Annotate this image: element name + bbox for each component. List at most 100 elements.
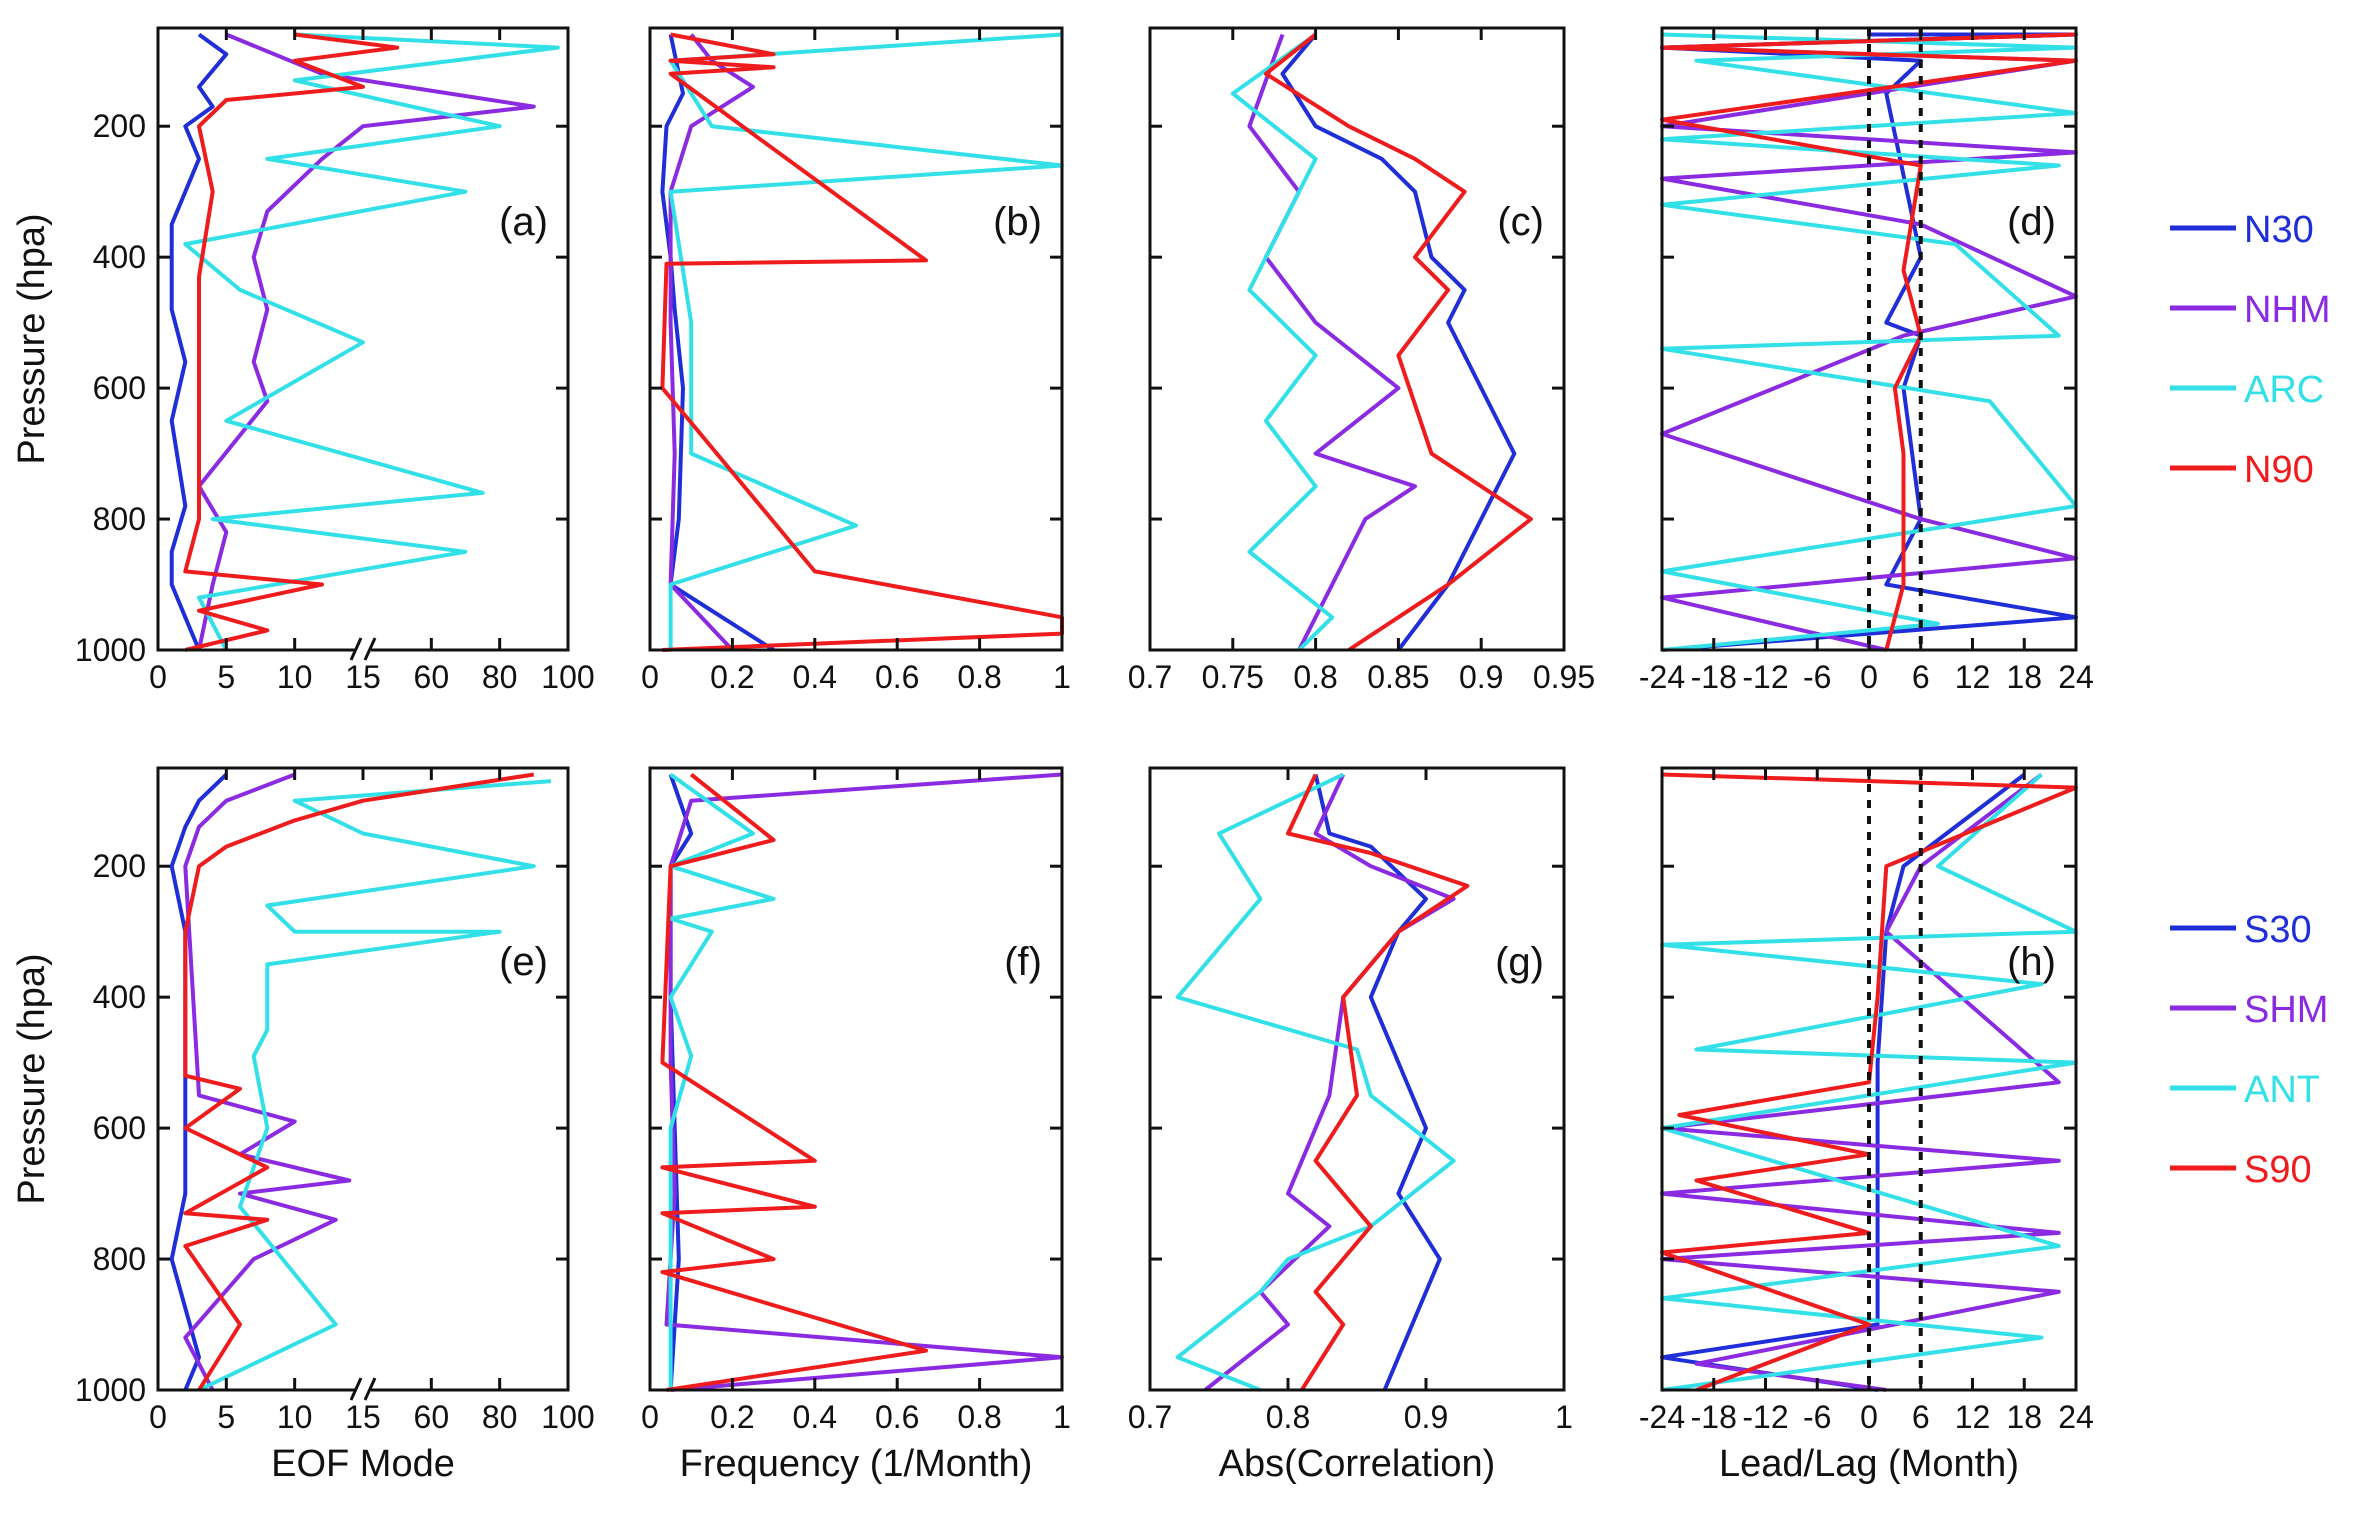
series-line-s90	[183, 772, 535, 1392]
panel-f: 0 0.2 0.4 0.6 0.8 1 (f) Frequency (1/Month)	[641, 766, 1071, 1485]
x-tick-label: 15	[345, 659, 381, 695]
legend-label: N90	[2244, 449, 2314, 491]
series-line-n30	[1280, 33, 1517, 652]
y-tick-label: 200	[93, 848, 146, 884]
panel-b: 0 0.2 0.4 0.6 0.8 1 (b)	[641, 26, 1071, 695]
panel-label: (c)	[1497, 200, 1544, 244]
panel-label: (b)	[993, 200, 1042, 244]
series-line-n90	[183, 32, 400, 652]
series-line-s30	[1313, 774, 1442, 1391]
x-tick-label: -24	[1639, 1399, 1685, 1435]
axis-break-mark	[363, 637, 377, 661]
x-tick-label: -24	[1639, 659, 1685, 695]
x-tick-label: 24	[2058, 1399, 2094, 1435]
x-tick-label: -6	[1803, 1399, 1831, 1435]
x-tick-label: 5	[217, 1399, 235, 1435]
x-tick-label: -12	[1742, 659, 1788, 695]
series-line-arc	[1230, 32, 1335, 652]
x-tick-label: 0	[1860, 659, 1878, 695]
y-tick-label: 1000	[75, 632, 146, 668]
series-line-nhm	[197, 32, 536, 651]
x-tick-label: -12	[1742, 1399, 1788, 1435]
series-line-s30	[1660, 772, 2026, 1392]
series-line-n30	[169, 32, 229, 651]
series-line-n90	[1263, 32, 1533, 652]
x-tick-label: 0.6	[875, 1399, 919, 1435]
x-axis-label: Abs(Correlation)	[1219, 1443, 1496, 1485]
x-axis-label: Lead/Lag (Month)	[1719, 1443, 2019, 1485]
x-tick-label: 0.7	[1128, 659, 1172, 695]
x-tick-label: 60	[414, 659, 450, 695]
legend-label: N30	[2244, 209, 2314, 251]
x-tick-label: 0.75	[1202, 659, 1264, 695]
y-tick-label: 400	[93, 239, 146, 275]
panel-c: 0.7 0.75 0.8 0.85 0.9 0.95 (c)	[1128, 26, 1595, 695]
legend-label: ANT	[2244, 1069, 2320, 1111]
x-tick-label: 0.6	[875, 659, 919, 695]
plot-frame	[648, 26, 1064, 652]
x-tick-label: 0.9	[1404, 1399, 1448, 1435]
x-tick-label: 10	[277, 659, 313, 695]
x-axis-label: EOF Mode	[271, 1443, 455, 1485]
x-tick-label: 0	[149, 1399, 167, 1435]
x-tick-label: 0	[641, 1399, 659, 1435]
y-tick-label: 800	[93, 1241, 146, 1277]
panel-label: (d)	[2007, 200, 2056, 244]
legend-legend_bottom: S30 SHM ANT S90	[2170, 909, 2328, 1191]
legend-label: ARC	[2244, 369, 2324, 411]
series-line-n30	[660, 34, 775, 652]
legend-label: S30	[2244, 909, 2312, 951]
series-line-ant	[1175, 772, 1456, 1392]
x-tick-label: 6	[1912, 1399, 1930, 1435]
x-tick-label: 12	[1955, 1399, 1991, 1435]
x-tick-label: 0.9	[1459, 659, 1503, 695]
x-tick-label: 0.4	[793, 659, 837, 695]
x-tick-label: 0.8	[957, 659, 1001, 695]
x-tick-label: 0.7	[1128, 1399, 1172, 1435]
panel-label: (e)	[499, 940, 548, 984]
series-line-s90	[1660, 772, 2078, 1392]
y-tick-label: 1000	[75, 1372, 146, 1408]
x-tick-label: 60	[414, 1399, 450, 1435]
y-tick-label: 200	[93, 108, 146, 144]
x-tick-label: 24	[2058, 659, 2094, 695]
plot-frame	[648, 766, 1064, 1392]
x-tick-label: 5	[217, 659, 235, 695]
legend-label: NHM	[2244, 289, 2331, 331]
x-tick-label: 100	[541, 1399, 594, 1435]
x-tick-label: 15	[345, 1399, 381, 1435]
x-tick-label: 6	[1912, 659, 1930, 695]
axis-break-mark	[363, 1377, 377, 1401]
panel-h: -24 -18 -12 -6 0 6 12 18 24 (h) Lead/Lag (Month)	[1639, 766, 2094, 1485]
series-line-arc	[668, 32, 1064, 650]
plot-frame	[1148, 766, 1566, 1392]
x-tick-label: 1	[1555, 1399, 1573, 1435]
plot-frame	[1148, 26, 1566, 652]
series-line-n90	[1660, 32, 2078, 651]
x-tick-label: -6	[1803, 659, 1831, 695]
series-line-ant	[198, 779, 552, 1392]
series-line-nhm	[1247, 33, 1417, 651]
x-tick-label: 0.95	[1533, 659, 1595, 695]
x-tick-label: 12	[1955, 659, 1991, 695]
x-tick-label: 0.8	[1293, 659, 1337, 695]
x-tick-label: 100	[541, 659, 594, 695]
y-axis-label: Pressure (hpa)	[11, 953, 53, 1204]
series-line-arc	[183, 32, 560, 651]
x-tick-label: 0.2	[710, 1399, 754, 1435]
panel-label: (a)	[499, 200, 548, 244]
x-tick-label: 1	[1053, 1399, 1071, 1435]
x-tick-label: 0	[149, 659, 167, 695]
series-line-s30	[668, 773, 694, 1391]
x-axis-label: Frequency (1/Month)	[680, 1443, 1033, 1485]
legend-legend_top: N30 NHM ARC N90	[2170, 209, 2331, 491]
axis-break-mark	[349, 1377, 363, 1401]
series-line-shm	[664, 772, 1064, 1392]
x-tick-label: 0.4	[793, 1399, 837, 1435]
y-tick-label: 600	[93, 1110, 146, 1146]
x-tick-label: 0.8	[1266, 1399, 1310, 1435]
